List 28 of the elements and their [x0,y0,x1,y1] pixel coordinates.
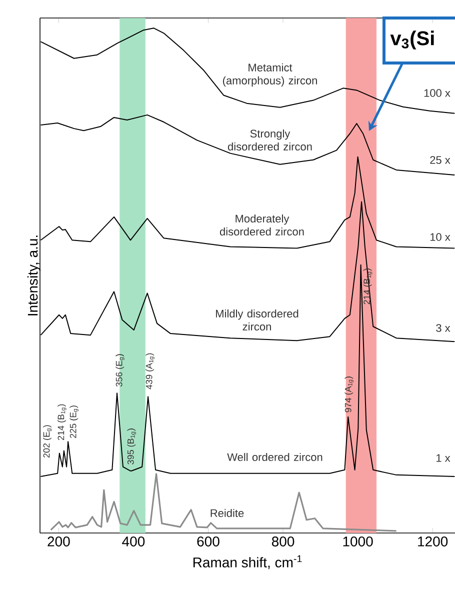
x-tick-label: 800 [272,536,294,546]
x-tick-label: 1000 [343,536,373,546]
annotation: 214 (B$_{1g}$) [363,268,372,304]
annotation: 25 x [430,156,450,164]
annotation: 214 (B$_{1g}$) [58,404,66,440]
annotation: 395 (B$_{1g}$) [127,428,136,464]
series-label: Moderately disordered zircon [220,214,304,236]
annotation: 225 (E$_{g}$) [70,406,78,438]
x-tick-label: 400 [122,536,145,546]
series-label: Reidite [210,508,244,518]
annotation: 10 x [430,233,450,241]
x-tick-label: 1200 [418,536,448,546]
y-axis-title: Intensity, a.u. [27,236,40,316]
annotation: 3 x [436,324,450,332]
annotation: 202 (E$_{g}$) [43,425,52,458]
series-label: Metamict (amorphous) zircon [222,63,317,87]
x-tick-label: 600 [197,536,220,546]
annotation: 439 (A$_{1g}$) [146,353,154,390]
x-axis-title: Raman shift, cm$^{-1}$ [193,555,302,570]
annotation: 100 x [424,89,450,97]
annotation: v$_{3}$(Si [390,30,434,50]
series-label: Strongly disordered zircon [228,129,312,151]
annotation: 356 (E$_{g}$) [116,354,124,387]
annotation: 974 (A$_{1g}$) [344,376,354,412]
series-label: Mildly disordered zircon [216,309,298,331]
series-label: Well ordered zircon [227,452,322,462]
annotation: 1 x [436,454,450,462]
x-tick-label: 200 [48,536,70,546]
